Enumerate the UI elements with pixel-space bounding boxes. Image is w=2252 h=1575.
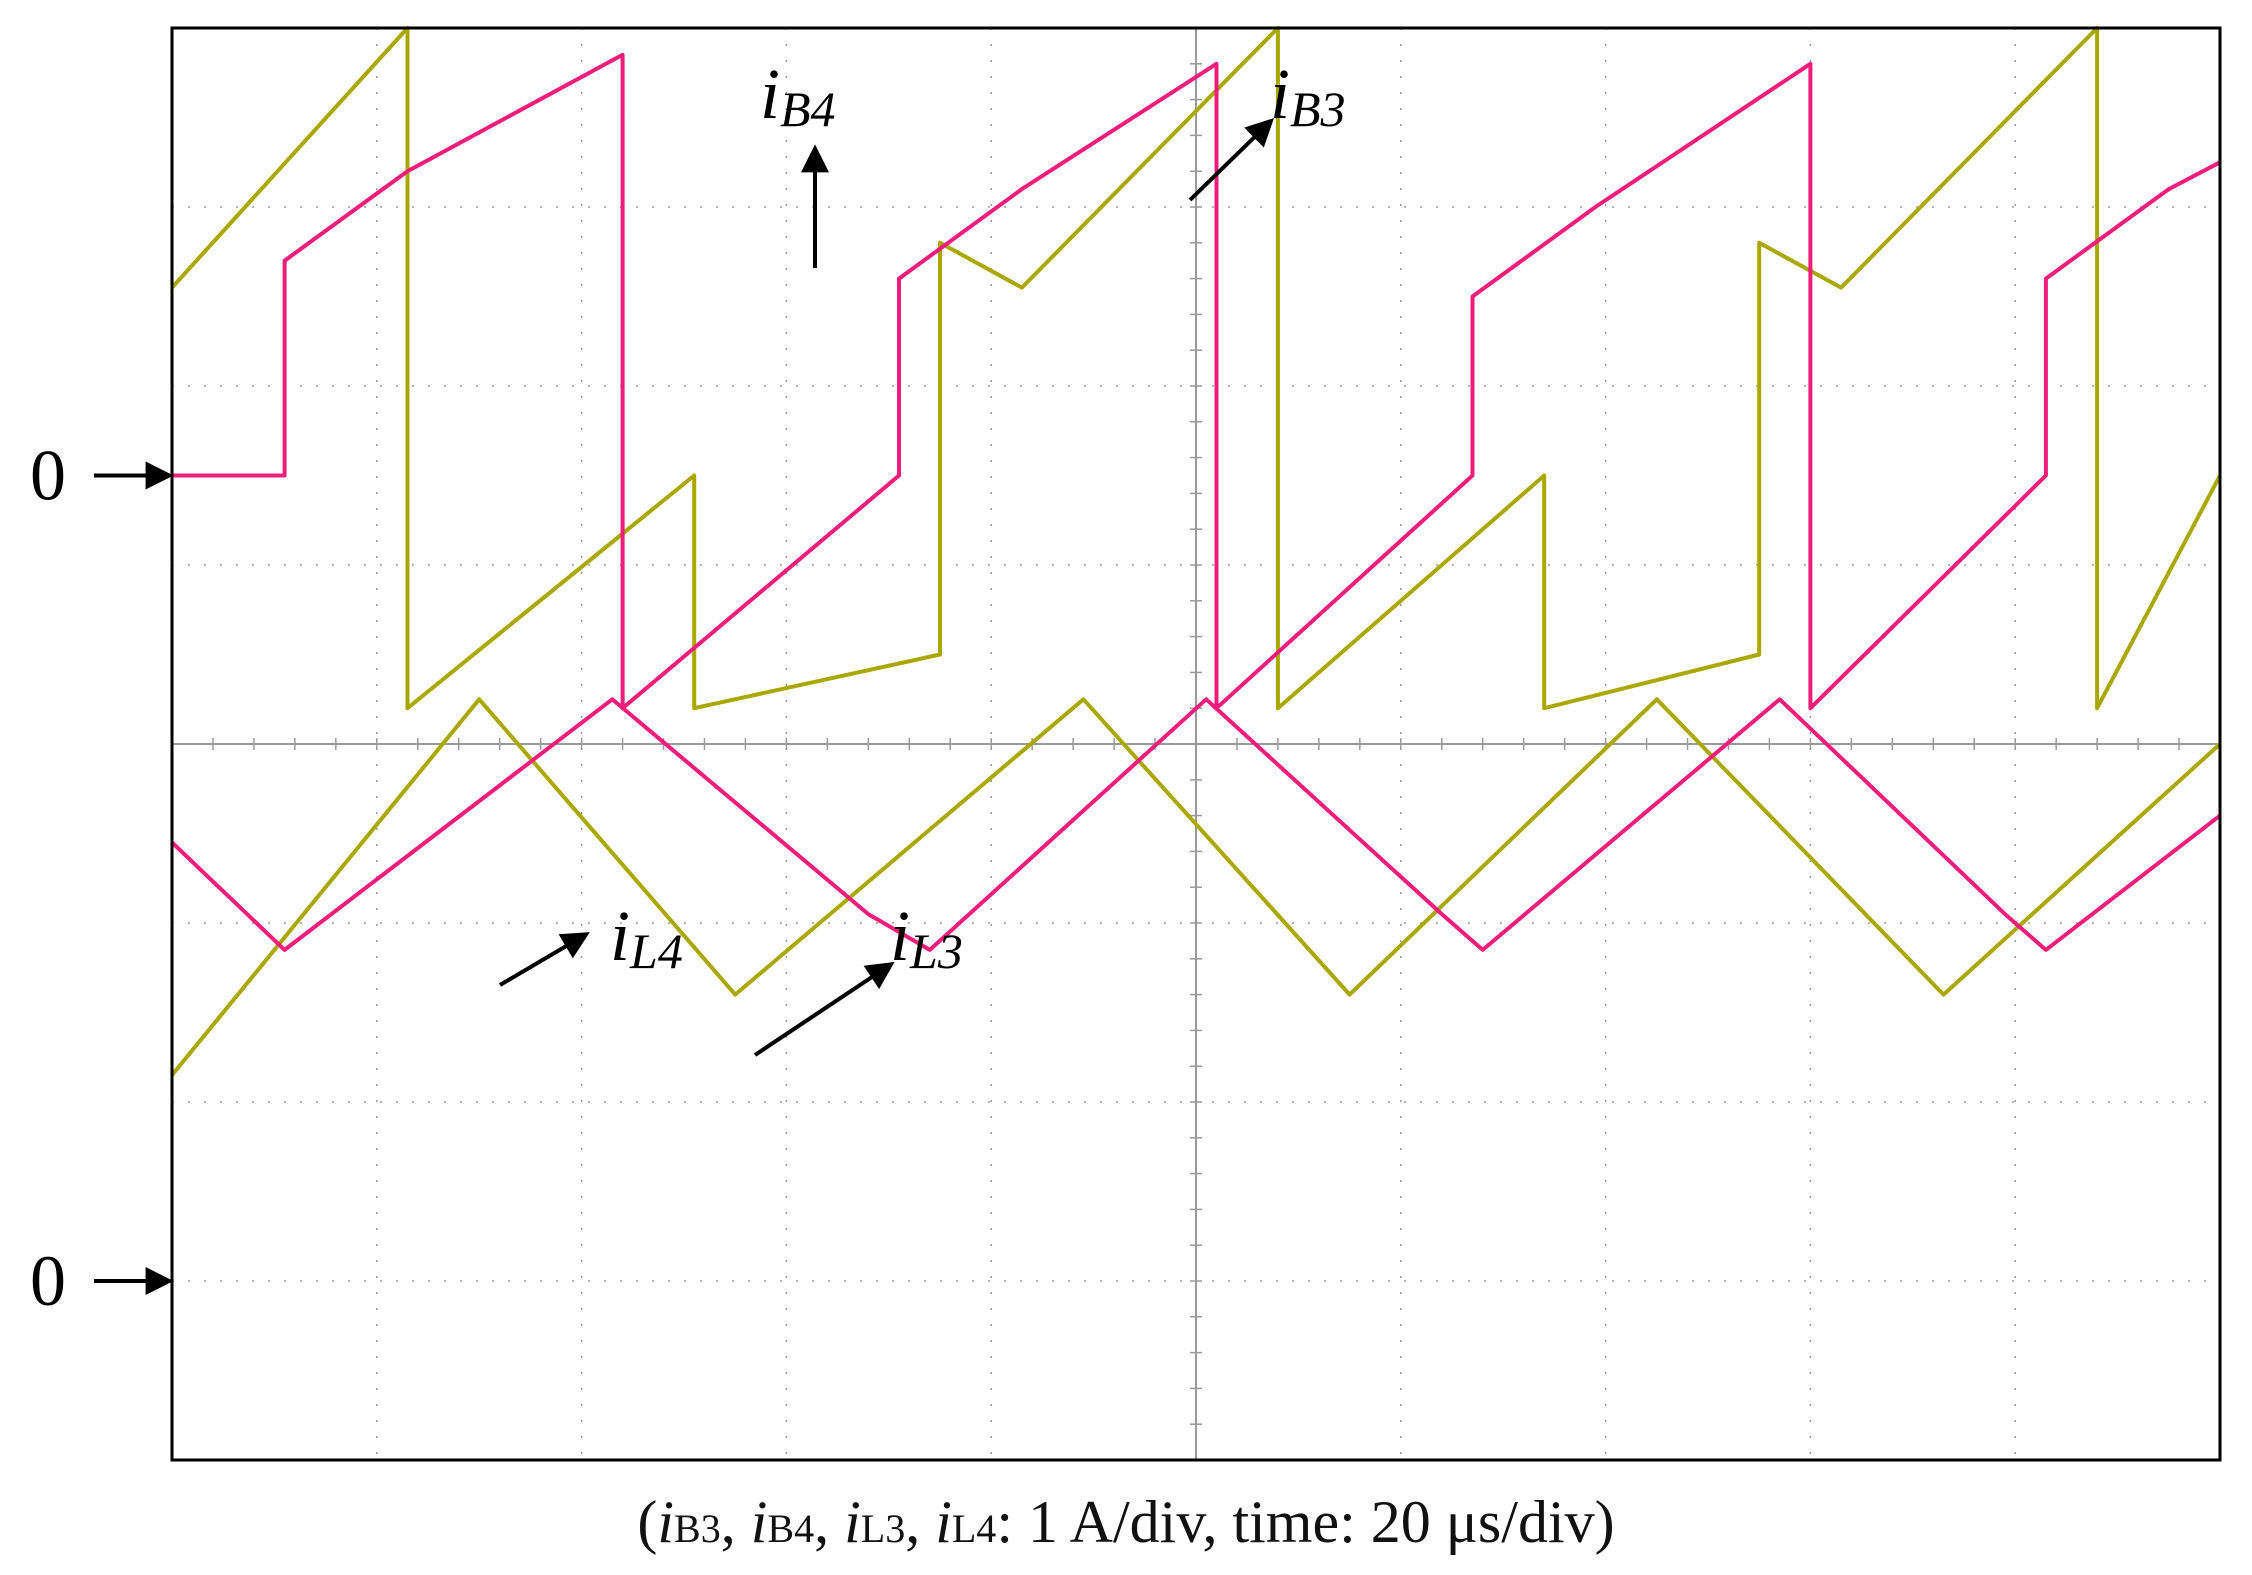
plot-frame [170, 26, 2222, 1462]
zero-label-lower: 0 [30, 1241, 66, 1321]
zero-label-upper: 0 [30, 436, 66, 516]
label-iL4: iL4 [610, 896, 683, 979]
arrow-iB3 [1188, 118, 1275, 202]
label-iB4: iB4 [760, 54, 836, 137]
traces [170, 26, 2222, 1077]
label-iB3: iB3 [1270, 54, 1346, 137]
arrow-iL4 [498, 932, 590, 987]
trace-iB4 [170, 26, 2222, 711]
zero-markers: 00 [30, 436, 174, 1321]
grid [171, 27, 2221, 1461]
arrow-iL3 [753, 961, 895, 1057]
trace-labels: iB4 iB3 iL4 iL3 [498, 54, 1346, 1057]
chart-caption: (iB3, iB4, iL3, iL4: 1 A/div, time: 20 μ… [637, 1489, 1615, 1555]
trace-iL3 [170, 697, 2222, 952]
label-iL3: iL3 [890, 896, 963, 979]
trace-iB3 [172, 52, 2221, 711]
trace-iL4 [170, 697, 2222, 1077]
